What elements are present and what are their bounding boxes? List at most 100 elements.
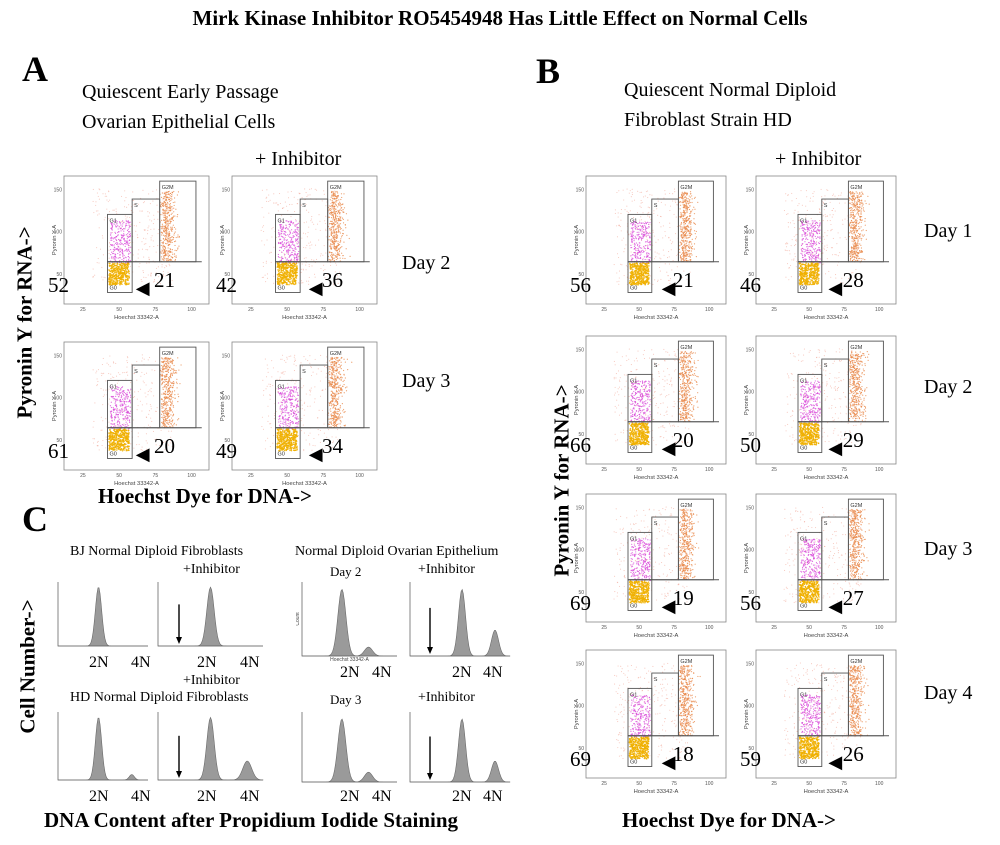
x-tick-label: 75 (671, 307, 677, 313)
y-tick-label: 100 (746, 230, 755, 236)
hd-control-2n-label: 2N (89, 788, 109, 805)
y-tick-label: 50 (224, 272, 230, 278)
y-axis-label: Pyronin Y-A (574, 699, 580, 729)
y-tick-label: 150 (576, 661, 585, 667)
g0-arrow-icon: ◀ (828, 752, 843, 772)
gate-g2m-label: G2M (330, 351, 342, 357)
panel-b-row3-control-plot: G0 G1 S G2M 25 50 75 100 50 100 150 Hoechst 33342-A… (572, 490, 732, 640)
panel-b-x-axis-label: Hoechst Dye for DNA-> (622, 808, 836, 832)
gate-g1-label: G1 (630, 218, 637, 224)
histogram-area (158, 716, 264, 781)
panel-b-letter: B (536, 51, 561, 91)
y-tick-label: 100 (576, 704, 585, 710)
x-tick-label: 100 (875, 781, 884, 787)
bj-inhibitor-histogram-svg (157, 582, 263, 647)
plot-frame (755, 493, 897, 623)
plot-frame (755, 335, 897, 465)
panel-b-day-2: Day 2 (924, 376, 973, 398)
x-tick-label: 50 (806, 467, 812, 473)
panel-c-day-3: Day 3 (330, 692, 362, 707)
panel-c-ovarian-inhibitor-2: +Inhibitor (418, 690, 475, 705)
panel-b-inhibitor-label: + Inhibitor (775, 148, 862, 170)
x-tick-label: 100 (187, 307, 196, 313)
figure-title: Mirk Kinase Inhibitor RO5454948 Has Litt… (192, 6, 808, 30)
hd-inhibitor-histogram (152, 708, 267, 786)
y-tick-label: 50 (224, 438, 230, 444)
bj-control-histogram (52, 578, 152, 652)
y-axis-label: Pyronin Y-A (574, 543, 580, 573)
hd-inhibitor-histogram-svg (157, 712, 264, 781)
g0-percent: 59 (740, 747, 761, 771)
gate-s-label: S (654, 203, 658, 209)
gate-s-label: S (824, 203, 828, 209)
g2m-percent: 36 (321, 268, 343, 292)
plot-frame (585, 335, 727, 465)
x-tick-label: 50 (636, 467, 642, 473)
plot-frame (63, 341, 210, 471)
y-tick-label: 150 (746, 347, 755, 353)
y-tick-label: 100 (746, 390, 755, 396)
y-axis-label: Pyronin Y-A (220, 225, 226, 255)
g0-arrow-icon: ◀ (828, 438, 843, 458)
x-tick-label: 25 (601, 781, 607, 787)
gate-g1-label: G1 (800, 218, 807, 224)
histogram-axes (301, 712, 397, 783)
panel-b-day-1: Day 1 (924, 220, 973, 242)
ovarian-day3-control-4n-label: 4N (372, 788, 392, 805)
panel-c-bj-inhibitor: +Inhibitor (183, 562, 240, 577)
panel-c-y-axis-label: Cell Number-> (15, 599, 40, 734)
y-tick-label: 50 (578, 746, 584, 752)
x-tick-label: 50 (806, 625, 812, 631)
bj-control-2n-label: 2N (89, 654, 109, 671)
y-tick-label: 100 (746, 704, 755, 710)
x-tick-label: 50 (636, 625, 642, 631)
panel-c-ovarian-header: Normal Diploid Ovarian Epithelium (295, 544, 499, 559)
gate-g0-label: G0 (278, 451, 285, 457)
g0-arrow-icon: ◀ (135, 278, 150, 298)
g0-arrow-icon: ◀ (661, 752, 676, 772)
gate-g1-label: G1 (800, 536, 807, 542)
panel-b-row2-inhibitor-plot-svg: G0 G1 S G2M 25 50 75 100 50 100 150 Hoechst 33342-A… (744, 335, 897, 481)
g0-percent: 61 (48, 439, 69, 463)
x-tick-label: 75 (671, 625, 677, 631)
x-tick-label: 50 (636, 781, 642, 787)
panel-b-row2-inhibitor-plot: G0 G1 S G2M 25 50 75 100 50 100 150 Hoechst 33342-A… (742, 332, 902, 482)
panel-b-day-3: Day 3 (924, 538, 973, 560)
panel-c-bj-header: BJ Normal Diploid Fibroblasts (70, 544, 244, 559)
x-axis-label: Hoechst 33342-A (634, 633, 679, 639)
ovarian-day2-control-4n-label: 4N (372, 664, 392, 681)
gate-s-label: S (302, 369, 306, 375)
g0-percent: 56 (740, 591, 761, 615)
gate-g2m-label: G2M (680, 345, 692, 351)
hd-inhibitor-4n-label: 4N (240, 788, 260, 805)
x-axis-label: Hoechst 33342-A (114, 481, 159, 487)
x-tick-label: 75 (153, 307, 159, 313)
y-axis-label: Pyronin Y-A (744, 699, 750, 729)
histogram-area (58, 587, 148, 647)
panel-b-row4-inhibitor-plot-svg: G0 G1 S G2M 25 50 75 100 50 100 150 Hoechst 33342-A… (744, 649, 897, 795)
y-axis-label: Pyronin Y-A (220, 391, 226, 421)
x-tick-label: 25 (601, 467, 607, 473)
panel-b-y-axis-label: Pyronin Y for RNA-> (549, 384, 574, 577)
ovarian-day3-control-histogram-svg (301, 712, 397, 783)
y-axis-label: Pyronin Y-A (574, 385, 580, 415)
hist-y-axis-label: Count (296, 612, 301, 626)
g0-arrow-icon: ◀ (828, 596, 843, 616)
g2m-percent: 19 (672, 586, 694, 610)
x-tick-label: 75 (321, 473, 327, 479)
x-axis-label: Hoechst 33342-A (804, 475, 849, 481)
panel-b-row1-control-plot: G0 G1 S G2M 25 50 75 100 50 100 150 Hoechst 33342-A… (572, 172, 732, 322)
gate-g0-label: G0 (110, 451, 117, 457)
ovarian-day3-control-histogram (296, 708, 401, 788)
gate-g0-label: G0 (630, 603, 637, 609)
panel-a-row1-control-plot: G0 G1 S G2M 25 50 75 100 50 100 150 Hoechst 33342-A… (50, 172, 215, 322)
y-tick-label: 150 (222, 353, 231, 359)
panel-b-row1-inhibitor-plot: G0 G1 S G2M 25 50 75 100 50 100 150 Hoechst 33342-A… (742, 172, 902, 322)
gate-g1-label: G1 (630, 536, 637, 542)
panel-b-row3-control-plot-svg: G0 G1 S G2M 25 50 75 100 50 100 150 Hoechst 33342-A… (574, 493, 727, 639)
scatter-points (260, 188, 351, 286)
gate-s-label: S (654, 521, 658, 527)
bj-inhibitor-2n-label: 2N (197, 654, 217, 671)
y-tick-label: 150 (54, 187, 63, 193)
gate-s-label: S (134, 369, 138, 375)
